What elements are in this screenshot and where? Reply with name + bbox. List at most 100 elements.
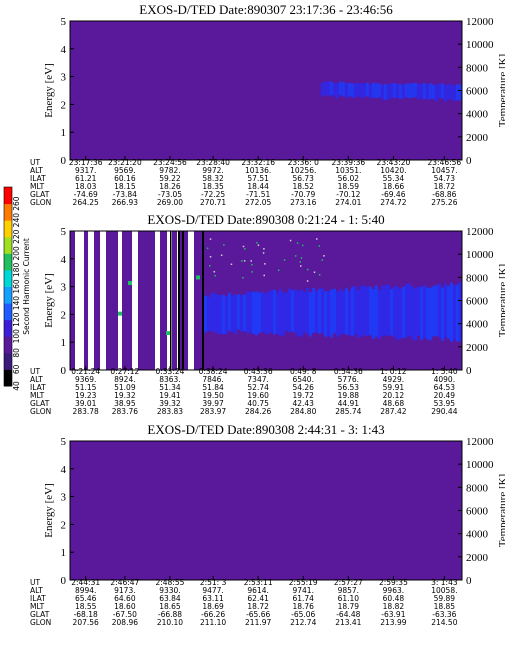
colorbar-tick-label: 40 bbox=[12, 381, 21, 391]
row-value: 273.16 bbox=[290, 198, 316, 207]
row-value: 51.09 bbox=[114, 383, 136, 392]
row-value: 4090. bbox=[434, 375, 455, 384]
row-value: 10457. bbox=[431, 166, 457, 175]
row-value: 19.72 bbox=[292, 391, 314, 400]
y-tick-label: 0 bbox=[61, 155, 67, 167]
data-gap bbox=[202, 231, 204, 370]
y2-tick-label: 10000 bbox=[466, 459, 494, 471]
row-value: 19.50 bbox=[202, 391, 224, 400]
chart-title: EXOS-D/TED Date:890308 2:44:31 - 3: 1:43 bbox=[147, 422, 384, 437]
heatmap-cell bbox=[398, 84, 402, 99]
heatmap-cell bbox=[273, 289, 276, 335]
heatmap-cell bbox=[294, 289, 297, 334]
colorbar-frame bbox=[3, 186, 13, 387]
row-value: 18.82 bbox=[383, 602, 405, 611]
row-value: 48.68 bbox=[383, 399, 405, 408]
row-value: 283.83 bbox=[157, 407, 183, 416]
data-gap bbox=[178, 231, 180, 370]
heatmap-cell bbox=[263, 274, 265, 277]
row-value: 7347. bbox=[247, 375, 268, 384]
row-value: 214.50 bbox=[431, 618, 457, 627]
heatmap-cell bbox=[262, 252, 265, 254]
heatmap-cell bbox=[246, 291, 249, 334]
colorbar-tick-label: 120 bbox=[12, 312, 21, 327]
data-gap bbox=[155, 231, 160, 370]
row-value: 20.49 bbox=[434, 391, 456, 400]
heatmap-cell bbox=[204, 295, 207, 333]
row-value: 284.26 bbox=[245, 407, 271, 416]
row-value: -67.50 bbox=[113, 610, 137, 619]
heatmap-cell bbox=[128, 281, 132, 286]
row-value: -65.66 bbox=[246, 610, 270, 619]
heatmap-cell bbox=[330, 289, 333, 338]
row-value: 63.11 bbox=[202, 594, 224, 603]
heatmap-cell bbox=[339, 289, 342, 335]
heatmap-cell bbox=[408, 283, 411, 337]
row-value: 274.01 bbox=[335, 198, 361, 207]
row-value: 19.60 bbox=[247, 391, 269, 400]
heatmap-cell bbox=[289, 239, 292, 242]
row-value: 40.75 bbox=[247, 399, 269, 408]
heatmap-cell bbox=[316, 238, 318, 240]
row-value: 39.32 bbox=[159, 399, 181, 408]
row-value: 51.34 bbox=[159, 383, 181, 392]
heatmap-cell bbox=[366, 286, 369, 337]
heatmap-cell bbox=[419, 83, 423, 99]
colorbar-segment bbox=[4, 352, 12, 370]
heatmap-cell bbox=[453, 285, 456, 340]
y2-axis-label: Temperature [K] bbox=[497, 474, 505, 547]
data-gap bbox=[170, 231, 172, 370]
row-value: 9741. bbox=[292, 586, 313, 595]
heatmap-cell bbox=[257, 244, 260, 246]
heatmap-cell bbox=[243, 294, 246, 332]
row-label: UT bbox=[30, 578, 40, 587]
row-value: 42.43 bbox=[292, 399, 314, 408]
row-value: 60.48 bbox=[383, 594, 405, 603]
y2-tick-label: 8000 bbox=[466, 62, 489, 74]
row-value: 275.26 bbox=[431, 198, 457, 207]
colorbar-segment bbox=[4, 303, 12, 321]
data-gap bbox=[100, 231, 106, 370]
row-value: 23:39:36 bbox=[331, 158, 365, 167]
heatmap-cell bbox=[348, 290, 351, 336]
heatmap-cell bbox=[372, 289, 375, 340]
heatmap-cell bbox=[449, 84, 453, 100]
row-value: 61.21 bbox=[75, 174, 97, 183]
heatmap-cell bbox=[456, 284, 459, 342]
heatmap-cell bbox=[333, 288, 336, 333]
heatmap-cell bbox=[402, 286, 405, 338]
row-value: 23:46:56 bbox=[428, 158, 462, 167]
heatmap-cell bbox=[296, 242, 299, 244]
colorbar-segment bbox=[4, 236, 12, 254]
heatmap-cell bbox=[300, 289, 303, 337]
y-axis-label: Energy [eV] bbox=[43, 483, 55, 537]
heatmap-cell bbox=[321, 259, 324, 261]
y-tick-label: 4 bbox=[61, 464, 67, 476]
heatmap-cell bbox=[288, 288, 291, 333]
heatmap-cell bbox=[231, 295, 234, 333]
row-value: 18.72 bbox=[247, 602, 269, 611]
row-value: 1: 0:12 bbox=[380, 367, 407, 376]
heatmap-cell bbox=[387, 284, 390, 337]
row-value: 52.74 bbox=[247, 383, 269, 392]
y2-tick-label: 10000 bbox=[466, 39, 494, 51]
heatmap-cell bbox=[264, 263, 266, 265]
heatmap-cell bbox=[315, 291, 318, 333]
row-value: 0:38:24 bbox=[199, 367, 228, 376]
data-gap bbox=[182, 231, 184, 370]
colorbar-segment bbox=[4, 269, 12, 287]
row-value: 18.79 bbox=[338, 602, 360, 611]
row-value: 10351. bbox=[335, 166, 361, 175]
y2-tick-label: 6000 bbox=[466, 86, 489, 98]
colorbar-segment bbox=[4, 203, 12, 221]
heatmap-cell bbox=[377, 83, 381, 98]
heatmap-cell bbox=[368, 84, 372, 99]
heatmap-cell bbox=[303, 291, 306, 333]
row-value: 19.32 bbox=[114, 391, 136, 400]
row-value: 8363. bbox=[159, 375, 180, 384]
heatmap-cell bbox=[321, 288, 324, 334]
heatmap-cell bbox=[166, 331, 170, 336]
heatmap-cell bbox=[309, 292, 312, 337]
row-label: MLT bbox=[30, 391, 45, 400]
row-value: 18.72 bbox=[434, 182, 456, 191]
